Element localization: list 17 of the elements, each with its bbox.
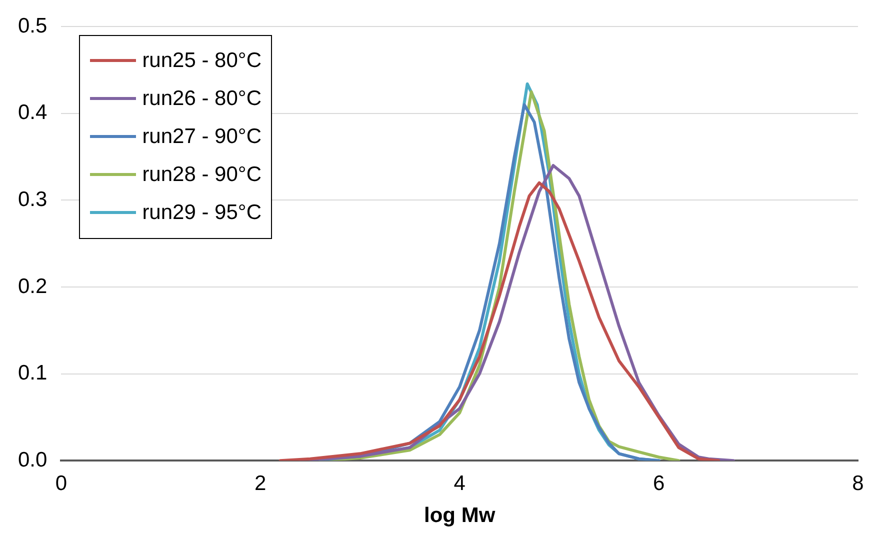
y-tick-label: 0.5 [18,14,48,38]
legend-label: run29 - 95°C [142,200,262,225]
x-tick-label: 4 [454,472,466,495]
legend-label: run27 - 90°C [142,124,262,149]
legend-label: run25 - 80°C [142,48,262,73]
x-axis-title: log Mw [424,504,496,528]
y-tick-label: 0.3 [18,188,48,211]
legend-label: run28 - 90°C [142,162,262,187]
y-tick-label: 0.0 [18,448,48,472]
x-tick-label: 8 [852,472,864,495]
x-tick-label: 2 [254,472,266,495]
x-tick-label: 6 [652,472,665,495]
y-tick-label: 0.4 [18,101,48,124]
y-tick-label: 0.2 [18,274,48,298]
y-tick-label: 0.1 [18,362,48,385]
legend-label: run26 - 80°C [142,86,262,111]
x-tick-label: 0 [55,472,68,495]
